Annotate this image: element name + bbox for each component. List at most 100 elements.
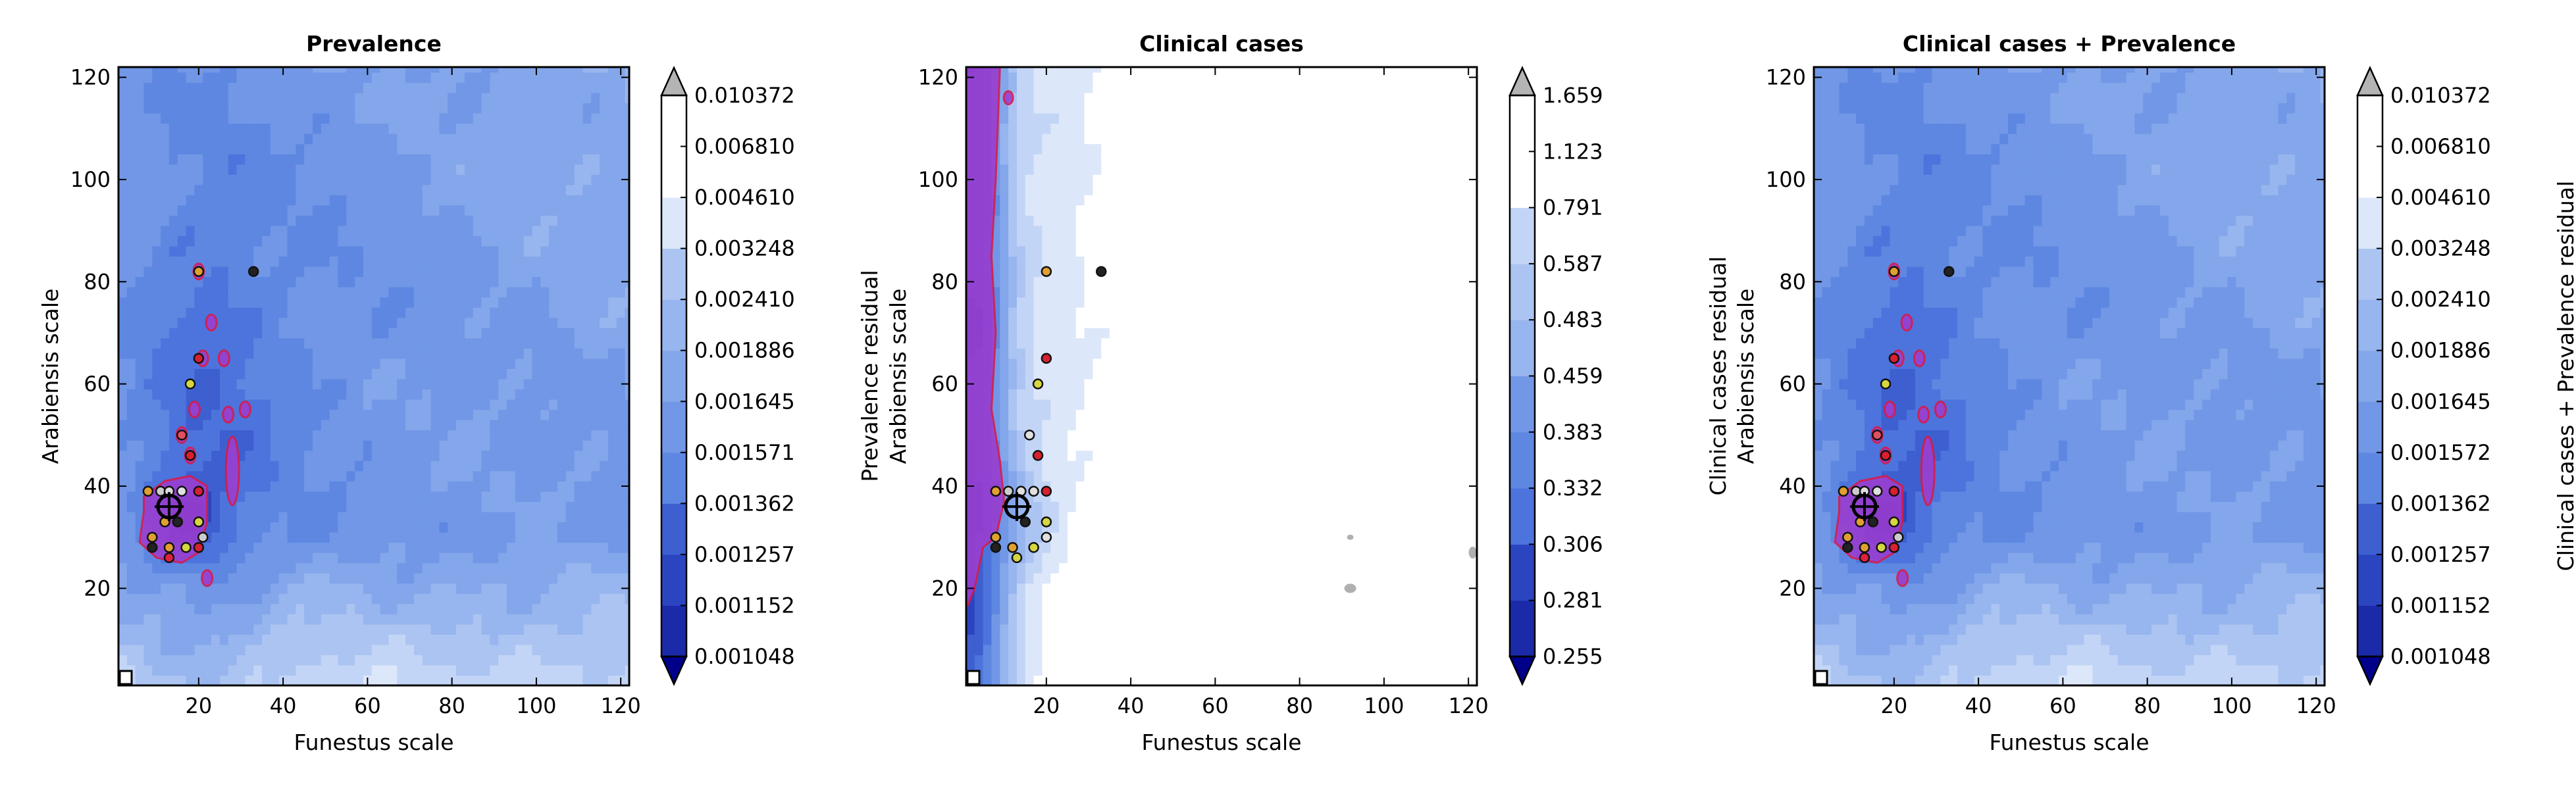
heat-cell (279, 134, 288, 144)
heat-cell (288, 430, 296, 441)
heat-cell (582, 215, 591, 226)
heat-cell (388, 491, 397, 502)
heat-cell (448, 604, 456, 614)
heat-cell (431, 583, 440, 594)
heat-cell (1000, 634, 1008, 645)
heat-cell (288, 226, 296, 236)
heat-cell (296, 205, 304, 216)
heat-cell (1093, 542, 1101, 553)
heat-cell (524, 113, 532, 124)
heat-cell (136, 266, 144, 277)
heat-cell (456, 235, 465, 246)
heat-cell (465, 389, 473, 399)
heat-cell (245, 563, 253, 574)
heat-cell (380, 512, 389, 522)
heat-cell (1008, 614, 1017, 624)
heat-cell (237, 113, 245, 124)
heat-cell (439, 338, 448, 349)
heat-cell (220, 195, 228, 205)
heat-cell (600, 307, 608, 318)
heat-cell (1101, 522, 1110, 532)
heat-cell (1101, 379, 1110, 389)
heat-cell (169, 645, 178, 655)
heat-cell (296, 460, 304, 471)
heat-cell (380, 297, 389, 308)
heat-cell (540, 113, 549, 124)
heat-cell (439, 297, 448, 308)
heat-cell (1118, 348, 1127, 359)
heat-cell (473, 103, 482, 113)
heat-cell (169, 359, 178, 369)
heat-cell (608, 185, 617, 195)
heat-cell (1059, 328, 1068, 338)
heat-cell (591, 287, 600, 297)
heat-cell (372, 113, 380, 124)
x-tick-label: 40 (270, 693, 297, 718)
heat-cell (1110, 481, 1118, 491)
heat-cell (1068, 604, 1076, 614)
heat-cell (1085, 614, 1093, 624)
heat-cell (465, 103, 473, 113)
heat-cell (473, 297, 482, 308)
heat-cell (1034, 430, 1043, 441)
heat-cell (1017, 359, 1025, 369)
heat-cell (313, 277, 321, 287)
heat-cell (608, 164, 617, 175)
heat-cell (540, 246, 549, 257)
heat-cell (557, 614, 566, 624)
heat-cell (388, 634, 397, 645)
heat-cell (211, 522, 220, 532)
heat-cell (575, 164, 583, 175)
heat-cell (540, 266, 549, 277)
heat-cell (507, 164, 515, 175)
heat-cell (1034, 634, 1043, 645)
heat-cell (152, 460, 161, 471)
heat-cell (414, 614, 423, 624)
heat-cell (304, 287, 313, 297)
heat-cell (304, 501, 313, 512)
heat-cell (600, 348, 608, 359)
heat-cell (1118, 553, 1127, 563)
heat-cell (1093, 522, 1101, 532)
heat-cell (482, 164, 490, 175)
heat-cell (143, 154, 152, 164)
heat-cell (482, 675, 490, 685)
heat-cell (1042, 277, 1050, 287)
heat-cell (262, 123, 270, 134)
heat-cell (136, 460, 144, 471)
heat-cell (1050, 338, 1059, 349)
heat-cell (1068, 93, 1076, 103)
heat-cell (388, 460, 397, 471)
heat-cell (557, 471, 566, 482)
heat-cell (346, 583, 355, 594)
heat-cell (448, 389, 456, 399)
heat-cell (1017, 82, 1025, 93)
heat-cell (617, 512, 625, 522)
heat-cell (245, 174, 253, 185)
heat-cell (617, 634, 625, 645)
heat-cell (507, 409, 515, 420)
heat-cell (473, 471, 482, 482)
heat-cell (397, 144, 405, 155)
heat-cell (608, 123, 617, 134)
x-tick-label: 100 (516, 693, 556, 718)
heat-cell (388, 134, 397, 144)
heat-cell (1110, 154, 1118, 164)
heat-cell (1101, 399, 1110, 410)
heat-cell (380, 277, 389, 287)
heat-cell (220, 665, 228, 676)
heat-cell (423, 235, 431, 246)
heat-cell (1085, 287, 1093, 297)
heat-cell (321, 440, 330, 451)
heat-cell (490, 328, 498, 338)
heat-cell (1085, 82, 1093, 93)
heat-cell (456, 246, 465, 257)
heat-cell (1042, 144, 1050, 155)
heat-cell (582, 665, 591, 676)
heat-cell (136, 287, 144, 297)
heat-cell (245, 256, 253, 266)
heat-cell (321, 655, 330, 665)
heat-cell (540, 307, 549, 318)
heat-cell (600, 512, 608, 522)
heat-cell (118, 103, 127, 113)
